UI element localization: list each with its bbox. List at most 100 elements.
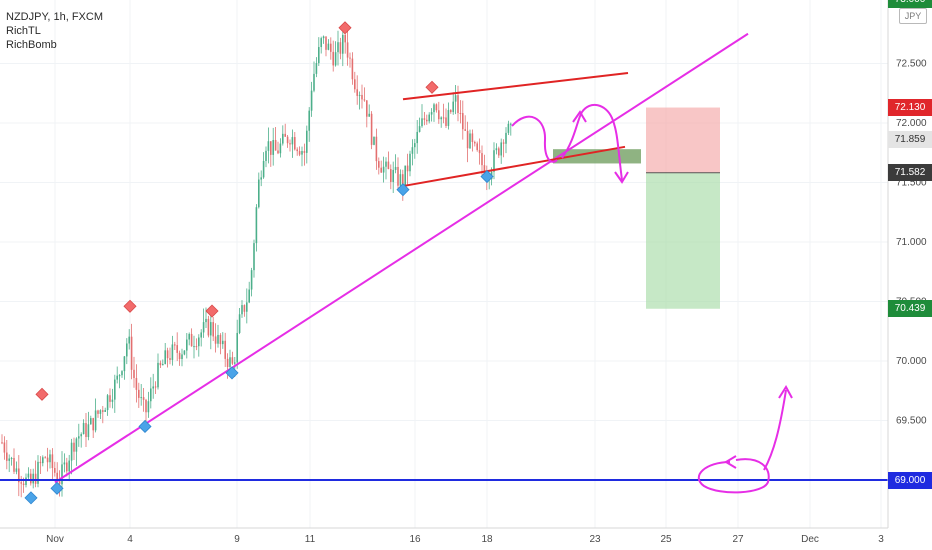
- candle-body: [493, 150, 495, 172]
- candle-body: [428, 114, 430, 122]
- main-uptrend: [54, 32, 749, 484]
- candle-body: [334, 52, 337, 66]
- candle-body: [51, 454, 54, 469]
- candle-body: [123, 356, 126, 372]
- price-tag: 70.439: [888, 300, 932, 318]
- candle-body: [279, 143, 282, 154]
- pattern-markers: [24, 21, 494, 505]
- candle-body: [58, 481, 61, 485]
- candle-body: [39, 461, 42, 464]
- low-marker: [480, 169, 494, 184]
- candle-body: [1, 442, 3, 444]
- candle-body: [243, 305, 246, 312]
- candle-body: [438, 110, 440, 120]
- candle-body: [510, 123, 512, 125]
- candle-body: [80, 434, 82, 437]
- candle-body: [478, 150, 481, 154]
- candle-body: [159, 362, 162, 366]
- candle-body: [495, 148, 498, 151]
- currency-badge[interactable]: JPY: [899, 8, 927, 24]
- candle-body: [426, 119, 428, 122]
- candle-body: [152, 386, 154, 389]
- candle-body: [157, 362, 159, 388]
- indicator-richtl[interactable]: RichTL: [6, 25, 41, 37]
- candle-body: [178, 352, 181, 360]
- candle-body: [56, 472, 58, 482]
- x-tick-label: 9: [234, 534, 240, 545]
- candle-body: [298, 151, 301, 155]
- candle-body: [320, 38, 322, 48]
- channel-top: [402, 72, 629, 101]
- candle-body: [310, 90, 313, 111]
- candle-body: [234, 362, 236, 364]
- candle-body: [337, 42, 339, 53]
- candle-body: [102, 410, 104, 412]
- candle-body: [354, 79, 356, 90]
- candle-body: [186, 339, 188, 351]
- candle-body: [22, 483, 25, 485]
- candle-body: [397, 166, 399, 186]
- candle-body: [464, 129, 466, 131]
- candle-body: [258, 179, 260, 208]
- candle-body: [27, 473, 30, 478]
- candle-body: [498, 148, 500, 156]
- candle-body: [301, 151, 303, 155]
- candle-body: [454, 95, 457, 102]
- y-tick-label: 71.000: [896, 237, 927, 248]
- candle-body: [142, 397, 145, 400]
- high-marker: [123, 299, 137, 313]
- candle-body: [462, 113, 464, 130]
- candle-body: [85, 423, 87, 438]
- candle-body: [207, 318, 210, 336]
- candle-body: [198, 337, 200, 347]
- candle-body: [205, 318, 207, 323]
- candle-body: [90, 418, 92, 425]
- candle-body: [262, 161, 265, 178]
- candle-body: [481, 153, 483, 166]
- trendlines: [0, 32, 888, 484]
- candle-body: [164, 350, 166, 364]
- candle-body: [128, 336, 130, 344]
- price-tag: 72.130: [888, 99, 932, 117]
- candle-body: [471, 133, 474, 142]
- candle-body: [474, 141, 476, 144]
- high-marker: [338, 21, 352, 35]
- candle-body: [174, 344, 176, 346]
- indicator-richbomb[interactable]: RichBomb: [6, 39, 57, 51]
- low-marker: [24, 491, 38, 505]
- candle-body: [111, 399, 114, 402]
- candle-body: [114, 379, 116, 400]
- candle-body: [6, 452, 8, 461]
- candle-body: [32, 473, 34, 484]
- y-tick-label: 72.500: [896, 59, 927, 70]
- candle-body: [183, 350, 186, 355]
- candle-body: [166, 350, 169, 359]
- candle-body: [176, 345, 178, 353]
- candle-body: [54, 468, 56, 473]
- candle-body: [154, 386, 157, 388]
- candle-body: [423, 118, 426, 120]
- candle-body: [282, 133, 284, 144]
- x-tick-label: 11: [305, 534, 316, 545]
- candle-body: [236, 332, 238, 363]
- candle-body: [145, 399, 147, 413]
- candle-body: [387, 161, 390, 170]
- candle-body: [34, 473, 37, 484]
- candle-body: [118, 375, 121, 377]
- y-tick-label: 70.000: [896, 356, 927, 367]
- candle-body: [130, 336, 133, 370]
- price-tag: 69.000: [888, 471, 932, 489]
- candle-body: [202, 322, 205, 333]
- candle-body: [406, 165, 409, 172]
- arrowhead-up: [572, 110, 587, 123]
- candle-body: [370, 113, 373, 145]
- chart-zones: [553, 107, 720, 309]
- candle-body: [25, 477, 27, 485]
- candle-body: [289, 143, 291, 145]
- candle-body: [469, 133, 471, 149]
- candle-body: [18, 468, 20, 483]
- candle-body: [212, 322, 214, 337]
- candle-body: [92, 418, 94, 431]
